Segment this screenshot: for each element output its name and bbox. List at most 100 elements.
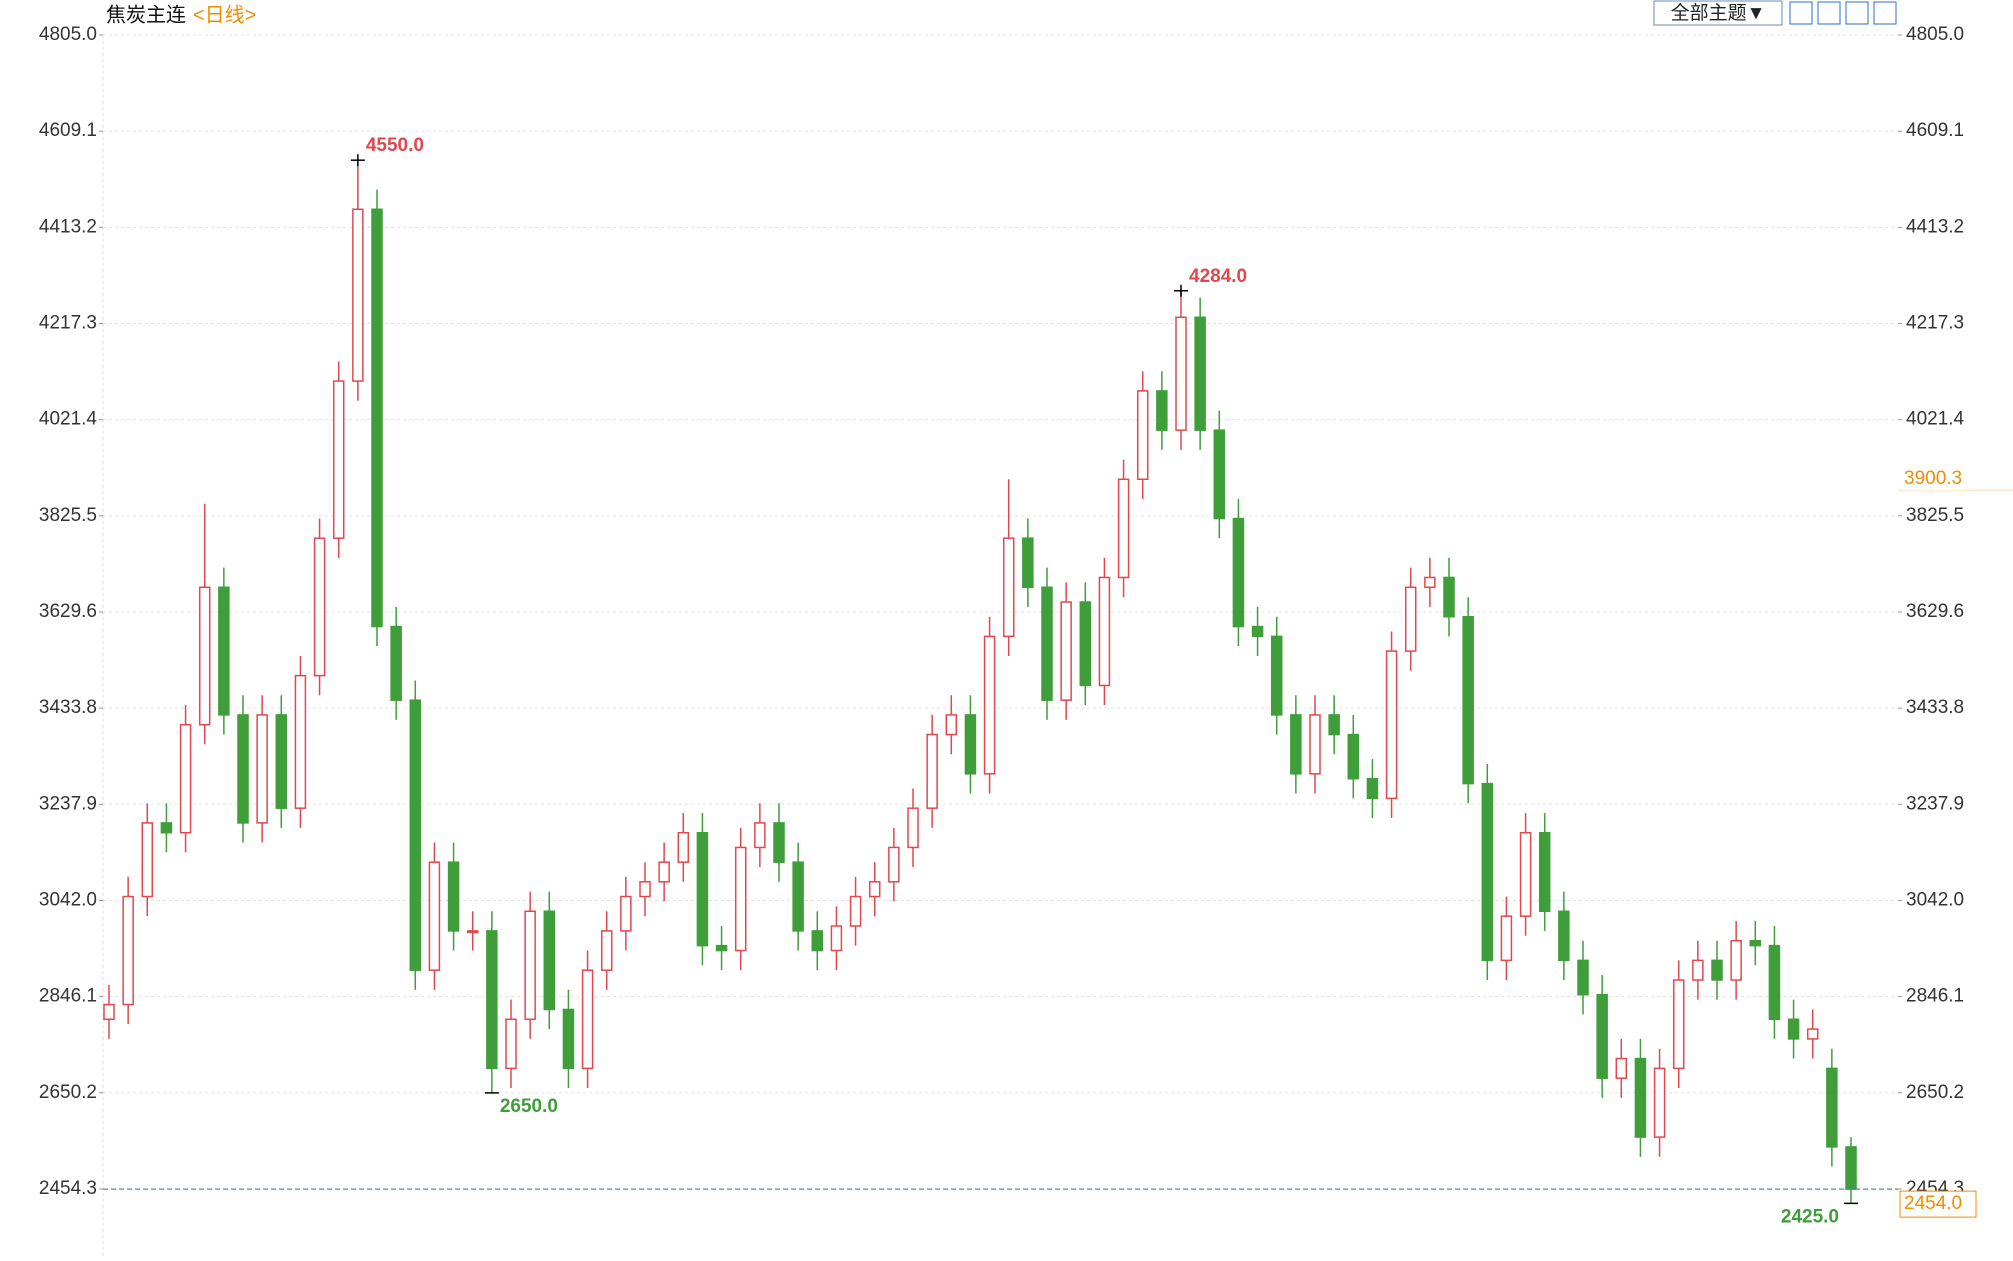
y-tick-label: 4413.2 <box>39 216 97 237</box>
toolbar: 全部主题▼ <box>1653 0 1897 26</box>
chart-subtitle: <日线> <box>193 3 256 26</box>
candle-body <box>428 861 441 971</box>
candle-body <box>581 969 594 1070</box>
candle-body <box>907 807 919 849</box>
candle-body <box>926 733 938 809</box>
candle-body <box>332 380 345 539</box>
y2-tick-label: 4413.2 <box>1906 216 1964 237</box>
candle-body <box>677 831 690 863</box>
candle-body <box>1845 1146 1857 1190</box>
candle-body <box>696 831 709 947</box>
candle-body <box>1711 959 1723 981</box>
candle-body <box>734 846 747 952</box>
candle-body <box>122 895 134 1006</box>
icon-button[interactable] <box>1789 1 1813 25</box>
candle-body <box>1385 650 1398 800</box>
y-tick-label: 4609.1 <box>39 120 97 141</box>
candle-body <box>1826 1067 1838 1148</box>
candle-body <box>1615 1057 1628 1079</box>
candle-body <box>352 208 364 382</box>
theme-button[interactable] <box>1653 0 1783 26</box>
y-tick-label: 2454.3 <box>39 1178 97 1199</box>
candle-body <box>945 714 958 736</box>
candle-body <box>447 861 460 932</box>
candle-body <box>524 910 536 1021</box>
candle-body <box>160 822 173 834</box>
candle-body <box>237 714 249 824</box>
y2-tick-label: 4217.3 <box>1906 313 1964 334</box>
candle-body <box>620 895 632 932</box>
candle-body <box>964 714 977 775</box>
theme-button-label[interactable]: 全部主题▼ <box>1671 2 1766 24</box>
candle-body <box>754 822 766 849</box>
candle-body <box>218 586 230 716</box>
candle-body <box>1060 601 1072 701</box>
y2-tick-label: 4609.1 <box>1906 120 1964 141</box>
icon-button[interactable] <box>1845 1 1869 25</box>
candle-body <box>198 586 211 726</box>
candle-body <box>639 881 651 898</box>
candle-body <box>1462 615 1474 785</box>
candle-body <box>1806 1028 1819 1040</box>
candle-body <box>658 861 670 883</box>
candle-body <box>1653 1067 1666 1138</box>
candle-body <box>1558 910 1570 962</box>
candle-body <box>409 699 422 971</box>
y2-tick-label: 2846.1 <box>1906 986 1964 1007</box>
candle-body <box>1519 831 1532 917</box>
candle-body <box>371 208 383 628</box>
candle-body <box>141 822 154 898</box>
candle-body <box>715 944 728 952</box>
annotation-label: 4284.0 <box>1189 266 1247 287</box>
icon-button[interactable] <box>1817 1 1841 25</box>
candle-body <box>1481 782 1494 962</box>
y2-tick-label: 4805.0 <box>1906 24 1964 45</box>
candle-body <box>1022 537 1034 589</box>
candle-body <box>1136 390 1149 481</box>
annotation-label: 2425.0 <box>1781 1206 1839 1227</box>
candle-body <box>294 674 307 809</box>
candle-body <box>1041 586 1053 701</box>
candle-body <box>792 861 804 932</box>
candle-body <box>773 822 785 863</box>
candle-body <box>1692 959 1704 981</box>
candle-body <box>1538 831 1551 913</box>
candle-body <box>1596 993 1608 1079</box>
candle-body <box>1117 478 1130 579</box>
y-tick-label: 2650.2 <box>39 1082 97 1103</box>
candle-body <box>1232 517 1245 628</box>
candle-body <box>1251 625 1264 638</box>
candle-body <box>179 723 192 834</box>
candle-body <box>313 537 326 677</box>
candle-body <box>275 714 288 809</box>
candle-body <box>1347 733 1360 780</box>
y-tick-label: 3433.8 <box>39 697 97 718</box>
annotation-label: 4550.0 <box>366 135 424 156</box>
candle-body <box>830 925 843 952</box>
candle-body <box>600 930 613 971</box>
candle-body <box>811 930 824 952</box>
y-tick-label: 3629.6 <box>39 601 97 622</box>
candle-body <box>505 1018 517 1070</box>
candle-body <box>1270 635 1283 716</box>
candle-body <box>1443 576 1455 618</box>
candle-body <box>390 625 402 701</box>
candle-body <box>1366 777 1379 800</box>
candle-body <box>256 714 268 824</box>
marker-price-bg <box>1902 468 1972 491</box>
candle-body <box>888 846 900 883</box>
candle-body <box>466 930 479 934</box>
candle-body <box>983 635 996 775</box>
candle-body <box>849 895 862 927</box>
candle-body <box>1290 714 1302 775</box>
y-tick-label: 4217.3 <box>39 313 97 334</box>
y-tick-label: 4021.4 <box>39 409 98 430</box>
candle-body <box>1577 959 1589 996</box>
icon-button[interactable] <box>1873 1 1897 25</box>
candle-body <box>1404 586 1417 652</box>
candle-body <box>1424 576 1436 589</box>
y-tick-label: 4805.0 <box>39 24 97 45</box>
candle-body <box>1194 316 1206 431</box>
